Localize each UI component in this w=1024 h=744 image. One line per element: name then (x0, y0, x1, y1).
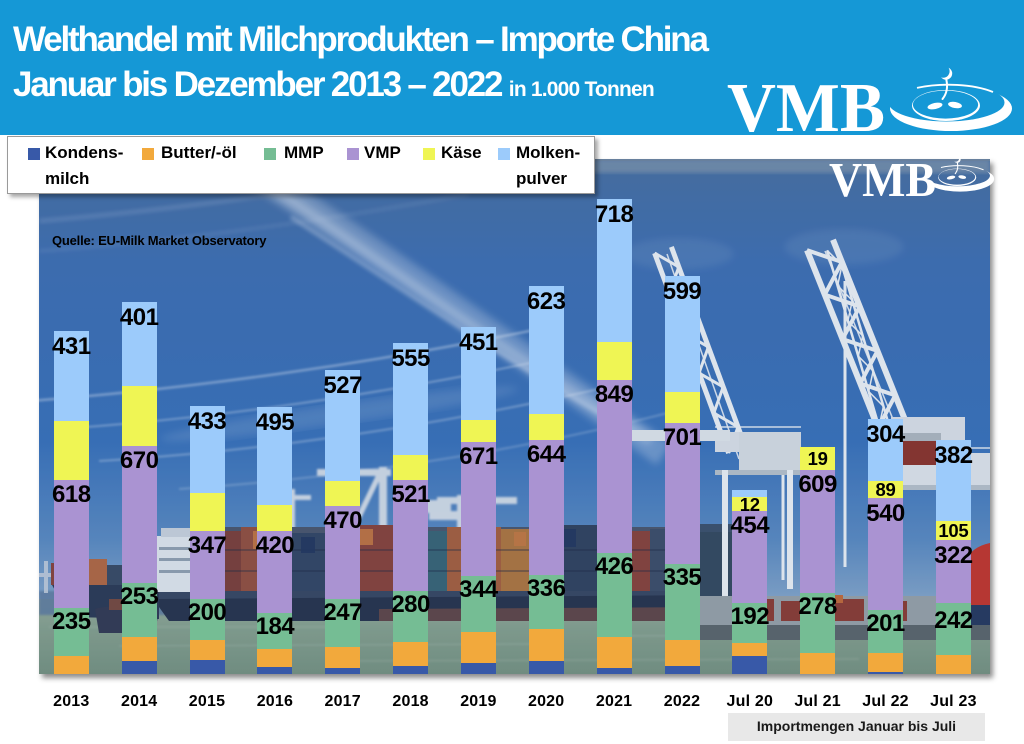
svg-text:VMB: VMB (727, 70, 885, 140)
